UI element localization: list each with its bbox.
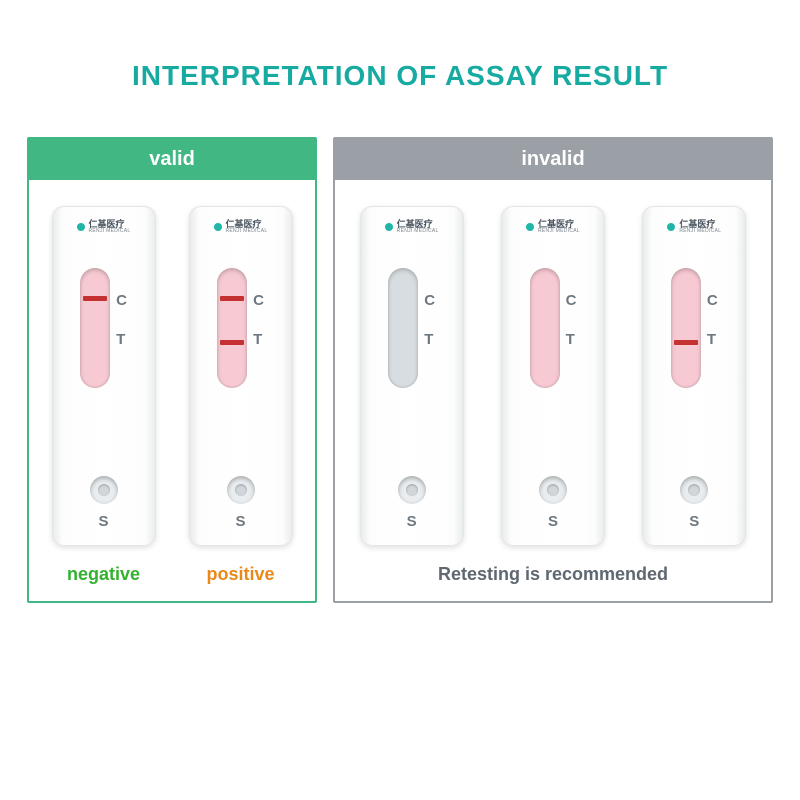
panel-invalid: invalid 仁基医疗RENJI MEDICALCTS仁基医疗RENJI ME… [333, 137, 773, 603]
control-line [83, 296, 107, 301]
brand-text: 仁基医疗RENJI MEDICAL [679, 220, 721, 234]
brand-logo: 仁基医疗RENJI MEDICAL [501, 220, 605, 234]
test-cassette: 仁基医疗RENJI MEDICALCTS [189, 206, 293, 546]
test-cassette: 仁基医疗RENJI MEDICALCTS [642, 206, 746, 546]
brand-text: 仁基医疗RENJI MEDICAL [89, 220, 131, 234]
panel-valid: valid 仁基医疗RENJI MEDICALCTSnegative仁基医疗RE… [27, 137, 317, 603]
result-window [80, 268, 110, 388]
brand-text: 仁基医疗RENJI MEDICAL [538, 220, 580, 234]
s-label: S [642, 513, 746, 530]
panel-invalid-header: invalid [335, 139, 771, 180]
control-line [220, 296, 244, 301]
test-cassette: 仁基医疗RENJI MEDICALCTS [52, 206, 156, 546]
brand-text: 仁基医疗RENJI MEDICAL [226, 220, 268, 234]
result-window-wrap: CT [501, 268, 605, 388]
t-label: T [566, 331, 577, 348]
page-title: INTERPRETATION OF ASSAY RESULT [20, 60, 780, 92]
panel-valid-header: valid [29, 139, 315, 180]
cassette-column: 仁基医疗RENJI MEDICALCTS [360, 206, 464, 546]
result-window-wrap: CT [360, 268, 464, 388]
ct-labels: CT [707, 268, 718, 388]
brand-en: RENJI MEDICAL [538, 229, 580, 234]
cassette-column: 仁基医疗RENJI MEDICALCTS [642, 206, 746, 546]
brand-logo: 仁基医疗RENJI MEDICAL [52, 220, 156, 234]
result-window [671, 268, 701, 388]
ct-labels: CT [253, 268, 264, 388]
ct-labels: CT [566, 268, 577, 388]
c-label: C [424, 292, 435, 309]
result-window [217, 268, 247, 388]
c-label: C [253, 292, 264, 309]
brand-logo: 仁基医疗RENJI MEDICAL [642, 220, 746, 234]
ct-labels: CT [116, 268, 127, 388]
sample-well [680, 476, 708, 504]
sample-well [398, 476, 426, 504]
result-window [388, 268, 418, 388]
test-cassette: 仁基医疗RENJI MEDICALCTS [501, 206, 605, 546]
test-line [220, 340, 244, 345]
brand-logo: 仁基医疗RENJI MEDICAL [360, 220, 464, 234]
panel-invalid-body: 仁基医疗RENJI MEDICALCTS仁基医疗RENJI MEDICALCTS… [335, 180, 771, 601]
c-label: C [566, 292, 577, 309]
valid-cassettes: 仁基医疗RENJI MEDICALCTSnegative仁基医疗RENJI ME… [39, 206, 305, 585]
brand-logo: 仁基医疗RENJI MEDICAL [189, 220, 293, 234]
brand-en: RENJI MEDICAL [226, 229, 268, 234]
brand-dot-icon [77, 223, 85, 231]
sample-well [227, 476, 255, 504]
cassette-column: 仁基医疗RENJI MEDICALCTS [501, 206, 605, 546]
brand-text: 仁基医疗RENJI MEDICAL [397, 220, 439, 234]
invalid-cassettes: 仁基医疗RENJI MEDICALCTS仁基医疗RENJI MEDICALCTS… [345, 206, 761, 546]
cassette-column: 仁基医疗RENJI MEDICALCTSnegative [52, 206, 156, 585]
test-cassette: 仁基医疗RENJI MEDICALCTS [360, 206, 464, 546]
test-line [674, 340, 698, 345]
result-window-wrap: CT [642, 268, 746, 388]
sample-well [539, 476, 567, 504]
s-label: S [52, 513, 156, 530]
result-window-wrap: CT [52, 268, 156, 388]
result-label: positive [206, 564, 274, 585]
c-label: C [707, 292, 718, 309]
brand-dot-icon [385, 223, 393, 231]
s-label: S [360, 513, 464, 530]
retesting-label: Retesting is recommended [345, 564, 761, 585]
s-label: S [189, 513, 293, 530]
cassette-column: 仁基医疗RENJI MEDICALCTSpositive [189, 206, 293, 585]
t-label: T [424, 331, 435, 348]
panels-container: valid 仁基医疗RENJI MEDICALCTSnegative仁基医疗RE… [20, 137, 780, 603]
brand-en: RENJI MEDICAL [397, 229, 439, 234]
sample-well [90, 476, 118, 504]
panel-valid-body: 仁基医疗RENJI MEDICALCTSnegative仁基医疗RENJI ME… [29, 180, 315, 601]
t-label: T [253, 331, 264, 348]
brand-dot-icon [667, 223, 675, 231]
s-label: S [501, 513, 605, 530]
c-label: C [116, 292, 127, 309]
t-label: T [707, 331, 718, 348]
result-window [530, 268, 560, 388]
brand-dot-icon [526, 223, 534, 231]
result-window-wrap: CT [189, 268, 293, 388]
brand-dot-icon [214, 223, 222, 231]
result-label: negative [67, 564, 140, 585]
brand-en: RENJI MEDICAL [89, 229, 131, 234]
t-label: T [116, 331, 127, 348]
ct-labels: CT [424, 268, 435, 388]
brand-en: RENJI MEDICAL [679, 229, 721, 234]
